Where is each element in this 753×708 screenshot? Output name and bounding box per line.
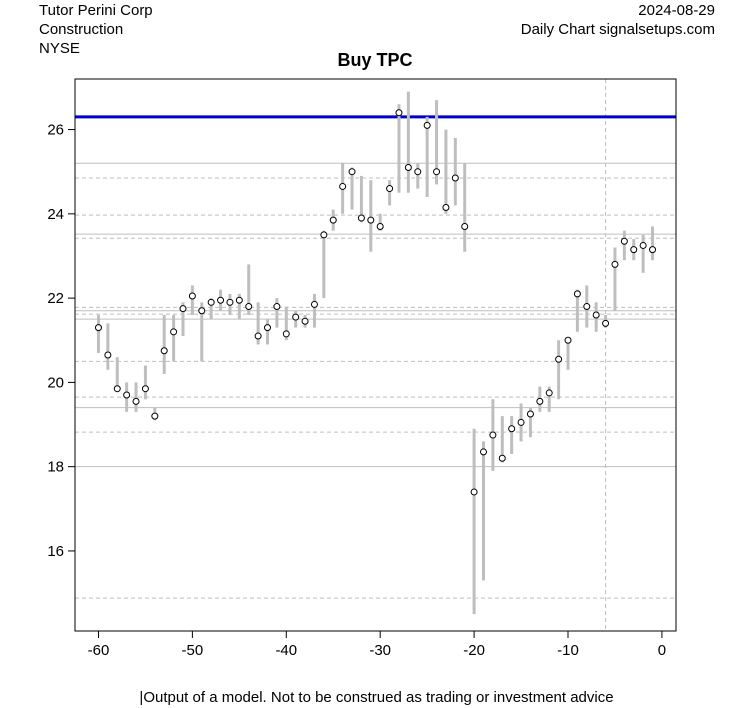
close-point (123, 391, 131, 399)
close-point (414, 168, 422, 176)
close-point (217, 296, 225, 304)
close-point (151, 412, 159, 420)
chart-axes: -60 -50 -40 -30 -20 -10 0 16 18 20 22 24 26 (47, 78, 677, 659)
x-tick-label: 0 (658, 642, 666, 659)
close-point (198, 307, 206, 315)
close-point (132, 397, 140, 405)
close-point (104, 351, 112, 359)
close-point (517, 418, 525, 426)
close-point (339, 182, 347, 190)
x-tick-label: -40 (275, 642, 297, 659)
close-point (329, 216, 337, 224)
close-point (433, 168, 441, 176)
close-point (348, 168, 356, 176)
close-point (545, 389, 553, 397)
x-tick-label: -50 (182, 642, 204, 659)
header-left: Tutor Perini Corp Construction NYSE (39, 1, 153, 58)
close-point (461, 222, 469, 230)
close-point (489, 431, 497, 439)
close-point (292, 313, 300, 321)
close-point (508, 425, 516, 433)
close-point (649, 246, 657, 254)
close-point (555, 355, 563, 363)
close-point (470, 488, 478, 496)
close-point (451, 174, 459, 182)
plot-frame (74, 78, 677, 632)
close-point (320, 231, 328, 239)
close-point (367, 216, 375, 224)
chart-source: Daily Chart signalsetups.com (520, 21, 715, 38)
close-point (310, 300, 318, 308)
close-point (170, 328, 178, 336)
price-bars (94, 91, 657, 615)
close-point (179, 305, 187, 313)
close-point (207, 298, 215, 306)
close-point (273, 303, 281, 311)
close-point (395, 109, 403, 117)
close-point (620, 237, 628, 245)
close-point (592, 311, 600, 319)
close-point (235, 296, 243, 304)
close-point (301, 317, 309, 325)
close-point (498, 454, 506, 462)
x-tick-label: -60 (88, 642, 110, 659)
x-tick-label: -10 (557, 642, 579, 659)
close-point (404, 163, 412, 171)
close-point (254, 332, 262, 340)
y-tick-label: 18 (47, 459, 64, 476)
close-point (573, 290, 581, 298)
close-point (94, 324, 102, 332)
close-point (188, 292, 196, 300)
y-tick-label: 20 (47, 374, 64, 391)
close-point (479, 448, 487, 456)
close-point (536, 397, 544, 405)
company-name: Tutor Perini Corp (39, 2, 153, 19)
close-point (226, 298, 234, 306)
y-tick-label: 22 (47, 290, 64, 307)
close-point (442, 204, 450, 212)
close-point (526, 410, 534, 418)
sector-label: Construction (39, 21, 124, 38)
chart-date: 2024-08-29 (638, 2, 715, 19)
close-point (160, 347, 168, 355)
close-point (602, 319, 610, 327)
x-tick-label: -30 (369, 642, 391, 659)
close-point (630, 246, 638, 254)
close-point (583, 303, 591, 311)
chart-title: Buy TPC (337, 50, 412, 70)
header-right: 2024-08-29 Daily Chart signalsetups.com (521, 1, 715, 39)
close-point (611, 260, 619, 268)
y-tick-label: 24 (47, 206, 64, 223)
close-point (423, 121, 431, 129)
close-point (245, 303, 253, 311)
exchange-label: NYSE (39, 40, 80, 57)
close-point (376, 222, 384, 230)
y-tick-label: 26 (47, 122, 64, 139)
close-point (282, 330, 290, 338)
x-tick-label: -20 (463, 642, 485, 659)
disclaimer: |Output of a model. Not to be construed … (139, 689, 614, 706)
support-resistance-levels (75, 79, 676, 631)
close-point (141, 385, 149, 393)
close-point (264, 324, 272, 332)
close-point (639, 241, 647, 249)
close-point (386, 185, 394, 193)
close-point (113, 385, 121, 393)
close-point (357, 214, 365, 222)
close-point (564, 336, 572, 344)
y-tick-label: 16 (47, 543, 64, 560)
